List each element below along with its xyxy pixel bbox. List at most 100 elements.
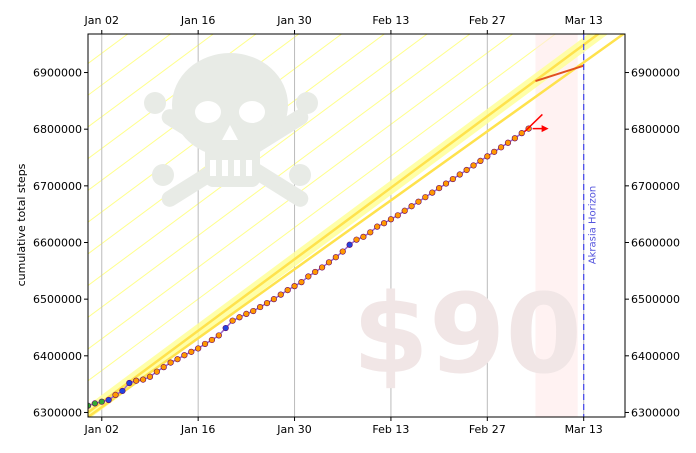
datapoint xyxy=(312,268,319,276)
x-tick-label: Feb 13 xyxy=(372,423,409,436)
x-tick-label: Jan 16 xyxy=(180,423,215,436)
datapoint xyxy=(422,194,429,201)
datapoint xyxy=(88,402,92,409)
datapoint xyxy=(456,171,463,178)
datapoint xyxy=(367,229,374,236)
y-tick-label: 6400000 xyxy=(631,350,680,363)
datapoint xyxy=(229,317,236,324)
datapoint xyxy=(243,310,250,317)
datapoint xyxy=(250,307,257,315)
x-axis-top: Jan 02 Jan 16 Jan 30 Feb 13 Feb 27 Mar 13 xyxy=(84,14,603,34)
y-tick-label: 6900000 xyxy=(33,67,82,80)
yellow-brick-road-band xyxy=(88,34,609,417)
datapoint xyxy=(236,314,243,321)
y-tick-label: 6800000 xyxy=(631,123,680,136)
danger-zone xyxy=(535,34,578,417)
x-axis-bottom: Jan 02 Jan 16 Jan 30 Feb 13 Feb 27 Mar 13 xyxy=(84,417,603,436)
datapoint xyxy=(436,185,443,192)
akrasia-horizon-label: Akrasia Horizon xyxy=(588,186,599,264)
plot-frame xyxy=(87,33,626,418)
datapoint xyxy=(442,180,450,187)
x-tick-label: Feb 27 xyxy=(469,423,506,436)
datapoint xyxy=(374,223,381,230)
y-tick-label: 6300000 xyxy=(33,406,82,419)
y-axis-title: cumulative total steps xyxy=(15,163,28,286)
datapoint xyxy=(98,398,105,405)
datapoint xyxy=(353,236,360,243)
yellow-brick-road-centerline xyxy=(88,34,601,415)
datapoint xyxy=(181,352,188,359)
guideline xyxy=(88,34,428,287)
datapoint xyxy=(332,254,339,261)
datapoint xyxy=(429,189,436,196)
y-tick-label: 6900000 xyxy=(631,67,680,80)
datapoint xyxy=(415,198,422,205)
datapoint xyxy=(387,216,395,223)
datapoint xyxy=(491,148,498,155)
guideline xyxy=(88,34,386,255)
datapoint xyxy=(477,157,484,165)
datapoint xyxy=(408,203,415,210)
x-tick-label: Feb 27 xyxy=(469,14,506,27)
datapoints xyxy=(88,113,543,409)
datapoint xyxy=(470,162,477,169)
skull-watermark xyxy=(144,53,318,207)
y-tick-label: 6500000 xyxy=(33,293,82,306)
datapoint xyxy=(263,300,271,307)
datapoint xyxy=(153,368,160,375)
datapoint xyxy=(298,279,305,286)
y-axis-right: 6300000 6400000 6500000 6600000 6700000 68000… xyxy=(625,67,680,419)
datapoint xyxy=(518,130,525,137)
datapoint xyxy=(201,340,209,348)
datapoint xyxy=(291,283,298,290)
datapoint xyxy=(257,303,264,311)
safety-buffer-line xyxy=(524,113,543,133)
datapoint xyxy=(484,153,491,160)
y-tick-label: 6400000 xyxy=(33,350,82,363)
datapoint xyxy=(463,166,470,174)
x-tick-label: Jan 30 xyxy=(276,14,311,27)
datapoint xyxy=(318,264,326,271)
x-tick-label: Feb 13 xyxy=(372,14,409,27)
datapoint xyxy=(195,345,202,352)
road-projection xyxy=(535,64,584,82)
y-tick-label: 6700000 xyxy=(631,180,680,193)
y-tick-label: 6500000 xyxy=(631,293,680,306)
datapoint xyxy=(112,391,119,399)
y-tick-label: 6700000 xyxy=(33,180,82,193)
y-tick-label: 6600000 xyxy=(631,236,680,249)
datapoint xyxy=(504,139,512,146)
x-tick-label: Jan 02 xyxy=(84,423,119,436)
datapoint xyxy=(270,296,277,303)
x-tick-label: Mar 13 xyxy=(565,423,603,436)
x-tick-label: Mar 13 xyxy=(565,14,603,27)
datapoint xyxy=(133,377,140,384)
guideline xyxy=(88,34,557,382)
datapoint xyxy=(126,379,133,387)
datapoint xyxy=(511,135,518,142)
current-value-arrow-head xyxy=(541,125,549,133)
guideline xyxy=(88,34,471,318)
bright-red-line xyxy=(88,34,625,417)
datapoint xyxy=(339,248,346,255)
guideline xyxy=(88,34,172,96)
guideline xyxy=(88,34,300,191)
datapoint xyxy=(139,376,147,383)
datapoint xyxy=(401,207,408,214)
datapoint xyxy=(222,324,229,332)
datapoint xyxy=(174,356,181,363)
datapoint xyxy=(325,259,333,266)
datapoint xyxy=(360,233,367,240)
datapoint xyxy=(167,359,174,366)
datapoint xyxy=(146,373,154,380)
datapoint xyxy=(305,273,312,280)
datapoint xyxy=(394,212,401,219)
x-tick-label: Jan 02 xyxy=(84,14,119,27)
datapoint xyxy=(497,144,505,151)
datapoint xyxy=(380,220,388,227)
x-tick-label: Jan 16 xyxy=(180,14,215,27)
datapoint xyxy=(284,286,291,294)
y-tick-label: 6300000 xyxy=(631,406,680,419)
guideline xyxy=(88,34,514,350)
